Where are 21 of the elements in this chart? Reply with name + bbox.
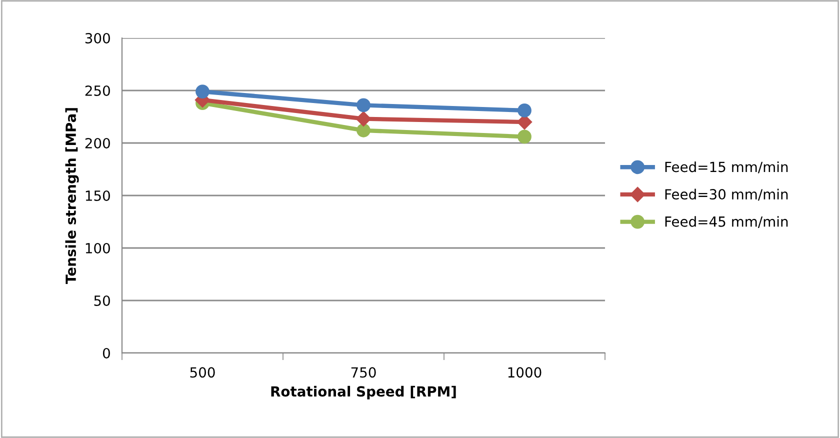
legend-label: Feed=45 mm/min [665, 216, 788, 228]
point [356, 98, 370, 112]
point [518, 130, 532, 144]
y-tick-label: 0 [102, 348, 110, 358]
y-tick-label: 300 [85, 32, 110, 44]
x-tick-label: 1000 [508, 367, 542, 378]
y-tick-label: 100 [86, 242, 110, 254]
y-tick-label: 200 [85, 138, 110, 148]
legend-label: Feed=30 mm/min [665, 188, 788, 201]
legend-label: Feed=15 mm/min [665, 161, 788, 174]
x-tick-label: 750 [351, 367, 376, 378]
y-tick-label: 250 [85, 85, 110, 96]
y-tick-label: 50 [94, 295, 110, 306]
point [518, 104, 532, 118]
y-axis-title: Tensile strength [MPa] [65, 108, 79, 284]
y-tick-label: 150 [86, 190, 110, 201]
point [356, 123, 370, 138]
point [196, 84, 210, 98]
x-tick-label: 500 [190, 367, 215, 378]
x-axis-title: Rotational Speed [RPM] [271, 386, 456, 400]
point [356, 111, 372, 126]
